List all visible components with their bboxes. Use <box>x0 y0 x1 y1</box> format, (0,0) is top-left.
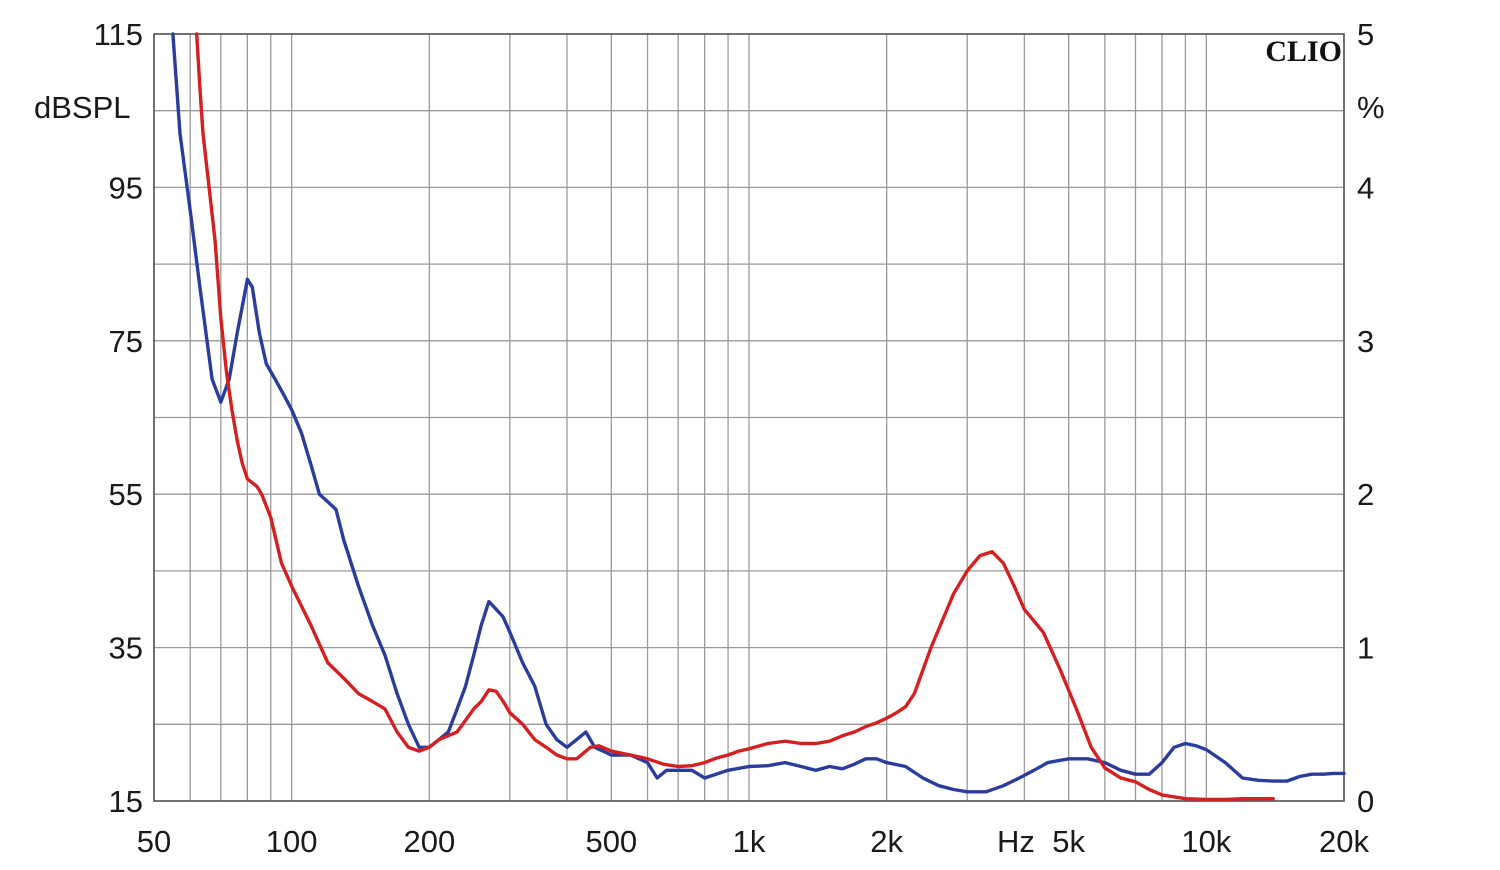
y-right-tick-label: 1 <box>1357 631 1374 666</box>
series-line-2 <box>195 32 1275 802</box>
y-left-axis-label: dBSPL <box>34 90 131 125</box>
series-layer <box>171 32 1346 802</box>
y-right-tick-labels: 5 4 3 2 1 0 <box>1357 17 1374 819</box>
x-tick-label: 10k <box>1181 824 1231 859</box>
y-left-tick-label: 115 <box>94 17 143 52</box>
plot-frame <box>153 33 1345 802</box>
x-tick-label: 500 <box>585 824 637 859</box>
x-tick-label: 200 <box>403 824 455 859</box>
y-right-tick-label: 4 <box>1357 170 1374 205</box>
x-tick-labels: 50 100 200 500 1k 2k 5k 10k 20k <box>137 824 1370 859</box>
y-left-tick-label: 35 <box>109 631 143 666</box>
y-right-tick-label: 2 <box>1357 477 1374 512</box>
y-left-tick-label: 95 <box>109 170 143 205</box>
x-tick-label: 1k <box>733 824 766 859</box>
y-right-axis-label: % <box>1357 90 1385 125</box>
y-right-tick-label: 5 <box>1357 17 1374 52</box>
y-left-tick-labels: 115 95 75 55 35 15 <box>94 17 143 819</box>
y-right-tick-label: 3 <box>1357 324 1374 359</box>
x-tick-label: 50 <box>137 824 171 859</box>
y-right-tick-label: 0 <box>1357 784 1374 819</box>
x-axis-unit-label: Hz <box>997 824 1035 859</box>
horizontal-gridlines <box>154 33 1344 802</box>
brand-logo-clio: CLIO <box>1265 35 1342 68</box>
x-tick-label: 2k <box>870 824 903 859</box>
y-left-tick-label: 15 <box>109 784 143 819</box>
y-left-tick-label: 75 <box>109 324 143 359</box>
x-tick-label: 100 <box>266 824 318 859</box>
x-tick-label: 20k <box>1319 824 1369 859</box>
y-left-tick-label: 55 <box>109 477 143 512</box>
series-line-1 <box>171 32 1346 794</box>
x-tick-label: 5k <box>1052 824 1085 859</box>
